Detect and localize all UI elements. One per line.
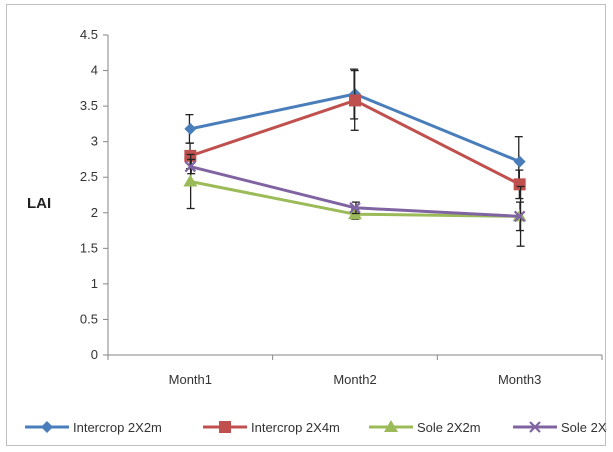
legend-marker bbox=[219, 421, 231, 433]
line-chart: 00.511.522.533.544.5 Month1 Month2 Month3 … bbox=[25, 27, 607, 435]
legend-marker bbox=[384, 420, 398, 432]
series-1 bbox=[184, 69, 526, 200]
data-point bbox=[349, 94, 361, 107]
legend-item-2: Sole 2X2m bbox=[369, 420, 481, 435]
x-marker-stroke bbox=[349, 202, 361, 214]
plot-area bbox=[183, 68, 527, 247]
y-tick-label: 2 bbox=[91, 205, 98, 220]
legend-item-0: Intercrop 2X2m bbox=[25, 420, 162, 435]
y-tick-labels: 0 0.5 1 1.5 2 2.5 3 3.5 4 4.5 bbox=[80, 27, 98, 362]
legend-item-1: Intercrop 2X4m bbox=[203, 420, 340, 435]
legend-marker bbox=[41, 421, 53, 433]
x-category-labels: Month1 Month2 Month3 bbox=[169, 372, 542, 387]
data-point bbox=[184, 122, 197, 135]
y-tick-label: 0 bbox=[91, 347, 98, 362]
legend-label: Intercrop 2X2m bbox=[73, 420, 162, 435]
data-point bbox=[349, 202, 361, 214]
y-tick-label: 1 bbox=[91, 276, 98, 291]
y-tick-label: 3.5 bbox=[80, 98, 98, 113]
legend-label: Sole 2X4m bbox=[561, 420, 607, 435]
legend-label: Intercrop 2X4m bbox=[251, 420, 340, 435]
data-point bbox=[513, 155, 526, 168]
y-axis-label: LAI bbox=[27, 195, 51, 212]
data-point bbox=[513, 178, 526, 191]
legend-item-3: Sole 2X4m bbox=[513, 420, 607, 435]
series-3 bbox=[184, 158, 526, 247]
y-tick-label: 4 bbox=[91, 63, 98, 78]
x-category-label: Month3 bbox=[498, 372, 541, 387]
y-tick-label: 2.5 bbox=[80, 169, 98, 184]
y-tick-label: 0.5 bbox=[80, 311, 98, 326]
data-point bbox=[183, 174, 198, 187]
y-tick-label: 1.5 bbox=[80, 240, 98, 255]
x-marker-stroke bbox=[529, 421, 541, 433]
x-marker-stroke bbox=[513, 210, 526, 223]
series-2 bbox=[183, 153, 527, 232]
legend-marker bbox=[529, 421, 541, 433]
legend: Intercrop 2X2m Intercrop 2X4m Sole 2X2m Sol… bbox=[25, 420, 607, 435]
data-point bbox=[184, 160, 197, 173]
legend-label: Sole 2X2m bbox=[417, 420, 481, 435]
axes bbox=[103, 34, 603, 360]
chart-frame: 0 0.5 1 1.5 2 2.5 3 3.5 4 4.5 Month1 Month2 Month3 … bbox=[6, 4, 607, 446]
x-category-label: Month2 bbox=[333, 372, 376, 387]
x-marker-stroke bbox=[184, 160, 197, 173]
x-category-label: Month1 bbox=[169, 372, 212, 387]
y-tick-label: 3 bbox=[91, 134, 98, 149]
y-tick-label: 4.5 bbox=[80, 27, 98, 42]
data-point bbox=[513, 210, 526, 223]
